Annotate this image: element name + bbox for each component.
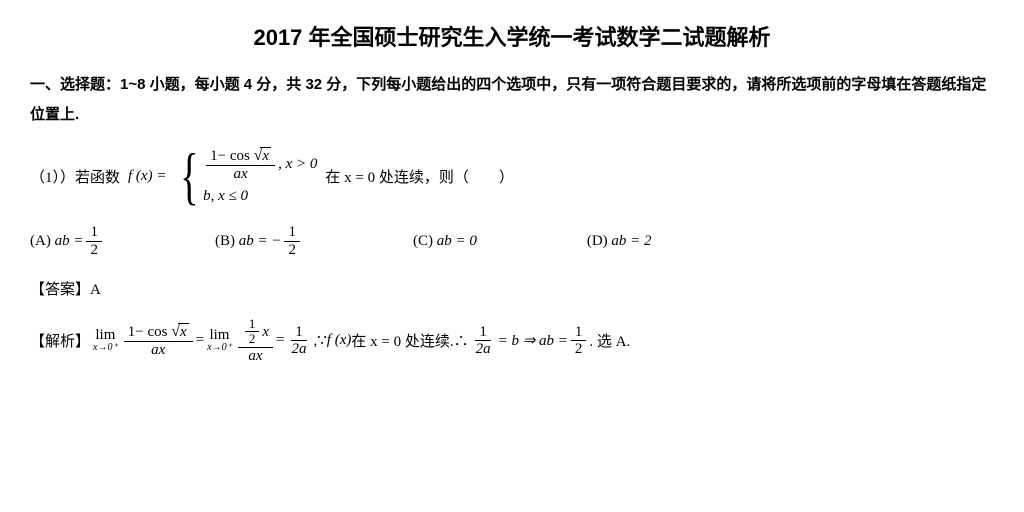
exp-txt1: 在 x = 0 处连续.∴ — [351, 330, 468, 351]
exp-eqb: = b ⇒ ab = — [498, 331, 568, 350]
opt-a-label: (A) — [30, 233, 51, 250]
f2-top-den: 2 — [245, 332, 260, 346]
opt-b-label: (B) — [215, 233, 235, 250]
opt-b-den: 2 — [284, 242, 300, 259]
lim-text: lim — [95, 328, 115, 343]
case1-cond: , x > 0 — [278, 156, 317, 173]
f5-den: 2 — [571, 341, 587, 358]
f1-num-a: 1− cos — [128, 324, 168, 340]
options-row: (A) ab = 12 (B) ab = − 12 (C) ab = 0 (D)… — [30, 224, 994, 258]
opt-c-text: ab = 0 — [437, 233, 477, 250]
f5-num: 1 — [571, 324, 587, 342]
f2-top-num: 1 — [245, 317, 260, 332]
exp-frac1: 1− cos √x ax — [124, 323, 193, 358]
f4-den: 2a — [472, 341, 495, 358]
page-title: 2017 年全国硕士研究生入学统一考试数学二试题解析 — [30, 20, 994, 52]
question-1: （1））若函数 f (x) = { 1− cos √x ax , x > 0 b… — [30, 144, 994, 208]
q1-case2: b, x ≤ 0 — [203, 188, 317, 205]
f3-den: 2a — [287, 341, 310, 358]
eq1: = — [196, 332, 204, 349]
q1-case1: 1− cos √x ax , x > 0 — [203, 147, 317, 182]
answer-value: A — [90, 282, 101, 298]
section-heading: 一、选择题：1~8 小题，每小题 4 分，共 32 分，下列每小题给出的四个选项… — [30, 70, 994, 130]
opt-d-text: ab = 2 — [611, 233, 651, 250]
opt-c-label: (C) — [413, 233, 433, 250]
eq2: = — [276, 332, 284, 349]
opt-b-num: 1 — [284, 224, 300, 242]
answer-label: 【答案】 — [30, 282, 90, 298]
option-c: (C) ab = 0 — [413, 233, 477, 250]
q1-fx: f (x) = — [128, 168, 166, 185]
opt-b-lhs: ab = − — [239, 233, 282, 250]
q1-prefix: （1））若函数 — [30, 166, 120, 187]
q1-suffix: 在 x = 0 处连续，则（ ） — [325, 166, 513, 187]
exp-frac4: 1 2a — [472, 324, 495, 358]
f4-num: 1 — [475, 324, 491, 342]
option-a: (A) ab = 12 — [30, 224, 105, 258]
case1-num-a: 1− cos — [210, 148, 250, 164]
f1-den: ax — [147, 342, 169, 359]
exp-tail: . 选 A. — [589, 330, 630, 351]
lim-1: lim x→0⁺ — [93, 328, 118, 353]
case1-den: ax — [230, 166, 252, 183]
lim-sub: x→0⁺ — [93, 343, 118, 353]
opt-d-label: (D) — [587, 233, 608, 250]
exp-frac2: 12 x ax — [238, 317, 273, 364]
comma-because: ,∵ — [313, 331, 326, 350]
f3-num: 1 — [291, 324, 307, 342]
exp-frac5: 1 2 — [571, 324, 587, 358]
brace-icon: { — [181, 144, 199, 208]
option-b: (B) ab = − 12 — [215, 224, 303, 258]
exp-fx: f (x) — [327, 332, 352, 349]
opt-a-num: 1 — [86, 224, 102, 242]
f1-num-b: x — [178, 323, 189, 341]
opt-a-lhs: ab = — [55, 233, 84, 250]
case1-num-b: x — [260, 147, 271, 165]
exp-frac3: 1 2a — [287, 324, 310, 358]
opt-a-den: 2 — [86, 242, 102, 259]
exp-label: 【解析】 — [30, 330, 90, 351]
lim-sub-2: x→0⁺ — [207, 343, 232, 353]
q1-piecewise: { 1− cos √x ax , x > 0 b, x ≤ 0 — [174, 144, 317, 208]
explanation: 【解析】 lim x→0⁺ 1− cos √x ax = lim x→0⁺ 12… — [30, 317, 994, 364]
lim-2: lim x→0⁺ — [207, 328, 232, 353]
f2-den: ax — [244, 348, 266, 365]
option-d: (D) ab = 2 — [587, 233, 652, 250]
lim-text-2: lim — [209, 328, 229, 343]
f2-top-x: x — [262, 324, 269, 341]
answer-block: 【答案】A — [30, 278, 994, 299]
